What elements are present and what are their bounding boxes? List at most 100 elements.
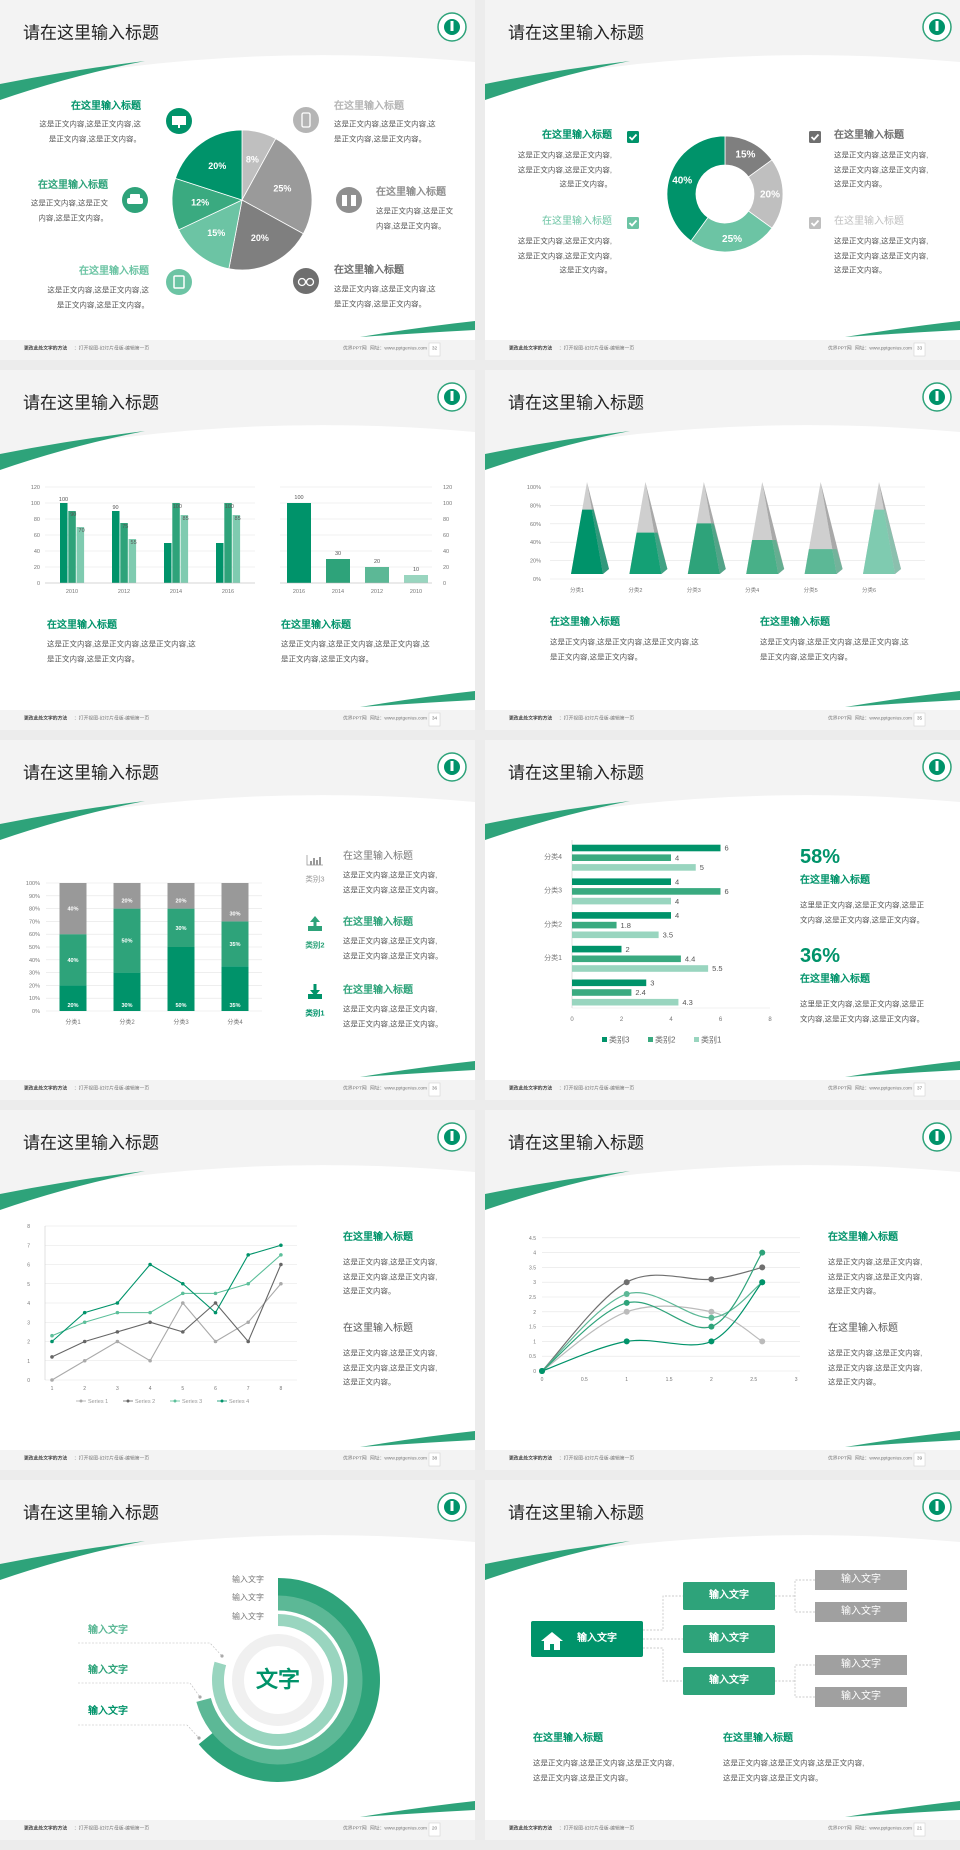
bar-data-label: 6: [725, 887, 729, 896]
slide-6[interactable]: 0 2 4 6 8 分类4 6 4 5 分类3 4 6 4 分类2 4 1.8 3.5 分类1 2 4.4 5.5 3 2.…: [485, 740, 960, 1100]
item-title: 在这里输入标题: [550, 617, 620, 628]
dashed-connector: [78, 1724, 200, 1739]
pyramid-value: [687, 523, 720, 574]
y-tick-label: 4: [27, 1301, 30, 1307]
book-icon-bg: [166, 269, 192, 295]
body-text-line: 这是正文内容,这是正文内容,: [828, 1362, 923, 1372]
body-text-line: 这是正文内容,这是正文内容,: [343, 1257, 438, 1267]
y-tick-label: 0%: [533, 577, 541, 583]
x-tick-label: 1.5: [666, 1377, 673, 1383]
green-swoosh-bottom: [360, 1801, 475, 1817]
green-swoosh-top: [485, 1171, 630, 1210]
x-tick-label: 4: [149, 1386, 152, 1392]
bar-data-label: 1.8: [621, 921, 631, 930]
bar-chart-icon: [306, 855, 323, 866]
stacked-bar-segment: [167, 947, 195, 1011]
leaf-node-label[interactable]: 输入文字: [841, 1574, 881, 1585]
slide-3[interactable]: 0 20 40 60 80 100 120 2010 100 90 70 2012 90 75 55 2014…: [0, 370, 475, 730]
bar: [572, 955, 681, 963]
x-tick-label: 5: [181, 1386, 184, 1392]
y-tick-label: 40: [34, 549, 40, 555]
bar-data-label: 2.4: [635, 988, 645, 997]
x-tick-label: 6: [719, 1017, 723, 1023]
shape: [316, 860, 318, 865]
donut-segment-label: 20%: [760, 190, 780, 201]
pie-slice-label: 15%: [207, 228, 225, 238]
bar-data-label: 4.3: [682, 998, 692, 1007]
check-mark: [628, 219, 638, 227]
branch-node: [683, 1625, 775, 1653]
bar-data-label: 90: [112, 505, 118, 511]
item-title: 在这里输入标题: [533, 1733, 603, 1744]
page-number-box: [913, 1082, 926, 1097]
body-text-line: 这是正文内容,这是正文内容,: [517, 250, 612, 260]
shape: [310, 916, 320, 922]
branch-node-label[interactable]: 输入文字: [709, 1633, 749, 1644]
x-tick-label: 分类2: [119, 1018, 135, 1026]
x-tick-label: 2016: [293, 589, 305, 595]
checkbox-icon: [627, 131, 639, 143]
shape: [351, 195, 356, 206]
series-line: [51, 1244, 282, 1342]
data-point: [213, 1339, 218, 1344]
body-text-line: 这是正文内容,这是正文内容,: [343, 1348, 438, 1358]
item-title: 在这里输入标题: [343, 985, 413, 996]
slide-1[interactable]: 8% 25% 20% 15% 12% 20% 请在这里输入标题 更改此处文字的方法 ：打开视图-…: [0, 0, 475, 360]
stacked-bar-segment: [167, 908, 195, 947]
y-tick-label: 10%: [29, 996, 40, 1002]
y-tick-label: 0: [533, 1369, 536, 1375]
y-tick-label: 6: [27, 1263, 30, 1269]
body-text-line: 这是正文内容,这是正文内容,: [517, 164, 612, 174]
shape: [310, 861, 312, 865]
footer-note: 更改此处文字的方法: [24, 1456, 68, 1462]
x-tick-label: 分类1: [65, 1018, 81, 1026]
y-tick-label: 0: [443, 581, 446, 587]
slide-4[interactable]: 0% 20% 40% 60% 80% 100% 分类1 分类2 分类3 分类4 分类5 分类6 请在这里…: [485, 370, 960, 730]
slide-2[interactable]: 15% 20% 25% 40% 请在这里输入标题 更改此处文字的方法 ：打开视图-幻灯片母版…: [485, 0, 960, 360]
page-number-box: [913, 1822, 926, 1837]
data-point: [181, 1301, 185, 1305]
item-title: 在这里输入标题: [343, 1232, 413, 1243]
shape: [173, 275, 185, 289]
data-point: [623, 1308, 630, 1315]
x-tick-label: 7: [247, 1386, 250, 1392]
x-tick-label: 2010: [410, 589, 422, 595]
y-tick-label: 60: [443, 533, 449, 539]
segment-label: 40%: [67, 958, 78, 964]
x-tick-label: 0: [570, 1017, 574, 1023]
page-number-box: [428, 342, 441, 357]
x-tick-label: 1: [625, 1377, 628, 1383]
branch-node-label[interactable]: 输入文字: [709, 1675, 749, 1686]
slide-title: 请在这里输入标题: [508, 1503, 644, 1523]
pie-slice-label: 8%: [246, 154, 259, 164]
slide-7[interactable]: 0 1 2 3 4 5 6 7 8 1 2 3 4 5 6 7 8 Series 1 Series 2 Series …: [0, 1110, 475, 1470]
slide-9[interactable]: 请在这里输入标题 更改此处文字的方法 ：打开视图-幻灯片母版-编辑第一页 优界PPT网…: [0, 1480, 475, 1840]
item-title: 在这里输入标题: [47, 620, 117, 631]
body-text-line: 是正文内容,这是正文内容。: [47, 653, 140, 663]
bar-data-label: 100: [225, 504, 234, 510]
body-text-line: 这是正文内容,这是正文内容,这: [334, 119, 436, 129]
logo-emblem: [935, 1131, 939, 1141]
slide-10[interactable]: 请在这里输入标题 更改此处文字的方法 ：打开视图-幻灯片母版-编辑第一页 优界PPT网…: [485, 1480, 960, 1840]
page-number: 39: [916, 1456, 923, 1462]
leaf-node-label[interactable]: 输入文字: [841, 1691, 881, 1702]
page-number: 36: [431, 1086, 438, 1092]
slide-canvas: [485, 1492, 960, 1837]
slide-5[interactable]: 0% 10% 20% 30% 40% 50% 60% 70% 80% 90% 100% 20% 40% 4…: [0, 740, 475, 1100]
leaf-node-label[interactable]: 输入文字: [841, 1606, 881, 1617]
pyramid-value: [629, 532, 662, 574]
bar: [572, 854, 671, 861]
footer-note: ：打开视图-幻灯片母版-编辑第一页: [74, 1456, 150, 1462]
footer-note: 更改此处文字的方法: [24, 1826, 68, 1832]
pyramid-value-side: [654, 532, 668, 574]
slide-8[interactable]: 0 0.5 1 1.5 2 2.5 3 3.5 4 4.5 0 0.5 1 1.5 2 2.5 3 请在这里输入标…: [485, 1110, 960, 1470]
root-node-label[interactable]: 输入文字: [577, 1633, 617, 1644]
green-swoosh-top: [0, 1171, 145, 1210]
data-point: [82, 1358, 87, 1363]
branch-node-label[interactable]: 输入文字: [709, 1590, 749, 1601]
segment-label: 35%: [229, 942, 240, 948]
leaf-node-label[interactable]: 输入文字: [841, 1659, 881, 1670]
checkbox-icon: [809, 217, 821, 229]
bar-data-label: 5: [700, 863, 704, 872]
green-swoosh-bottom: [360, 1061, 475, 1077]
